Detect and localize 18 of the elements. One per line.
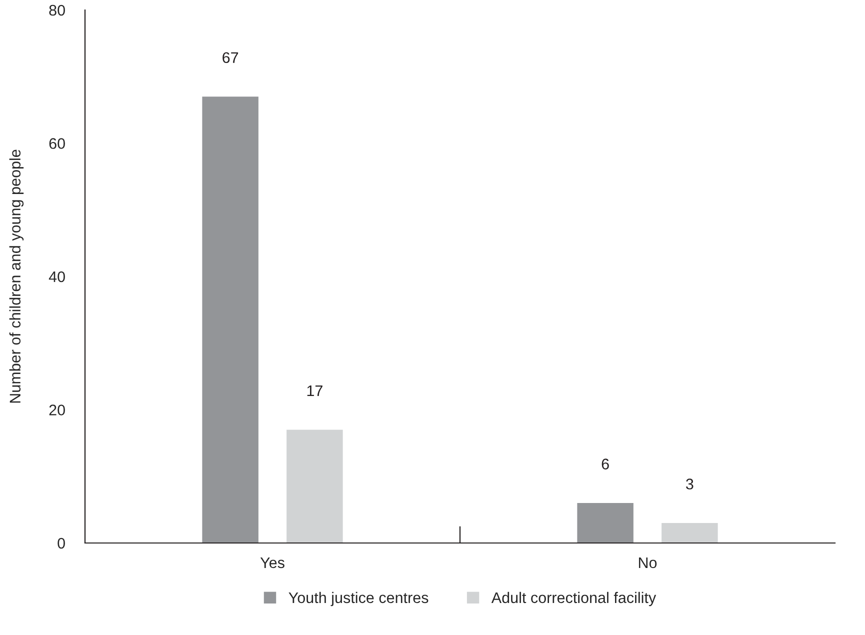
x-tick-label: Yes — [260, 557, 284, 568]
y-tick-label: 80 — [49, 4, 65, 16]
data-label: 17 — [307, 386, 322, 396]
legend-label: Youth justice centres — [288, 592, 428, 606]
bar — [202, 96, 258, 543]
y-tick-label: 60 — [49, 138, 65, 149]
y-tick-label: 20 — [49, 404, 65, 416]
data-label: 3 — [686, 478, 694, 490]
data-label: 6 — [602, 458, 609, 470]
legend-label: Adult correctional facility — [491, 592, 656, 606]
bar — [286, 430, 343, 543]
data-label: 67 — [222, 52, 238, 64]
y-tick-label: 40 — [48, 271, 65, 282]
y-tick-label: 0 — [58, 538, 65, 549]
x-tick-label: No — [638, 557, 657, 568]
bar — [577, 503, 634, 543]
y-axis-title: Number of children and young people — [9, 150, 24, 403]
bar — [662, 523, 718, 543]
